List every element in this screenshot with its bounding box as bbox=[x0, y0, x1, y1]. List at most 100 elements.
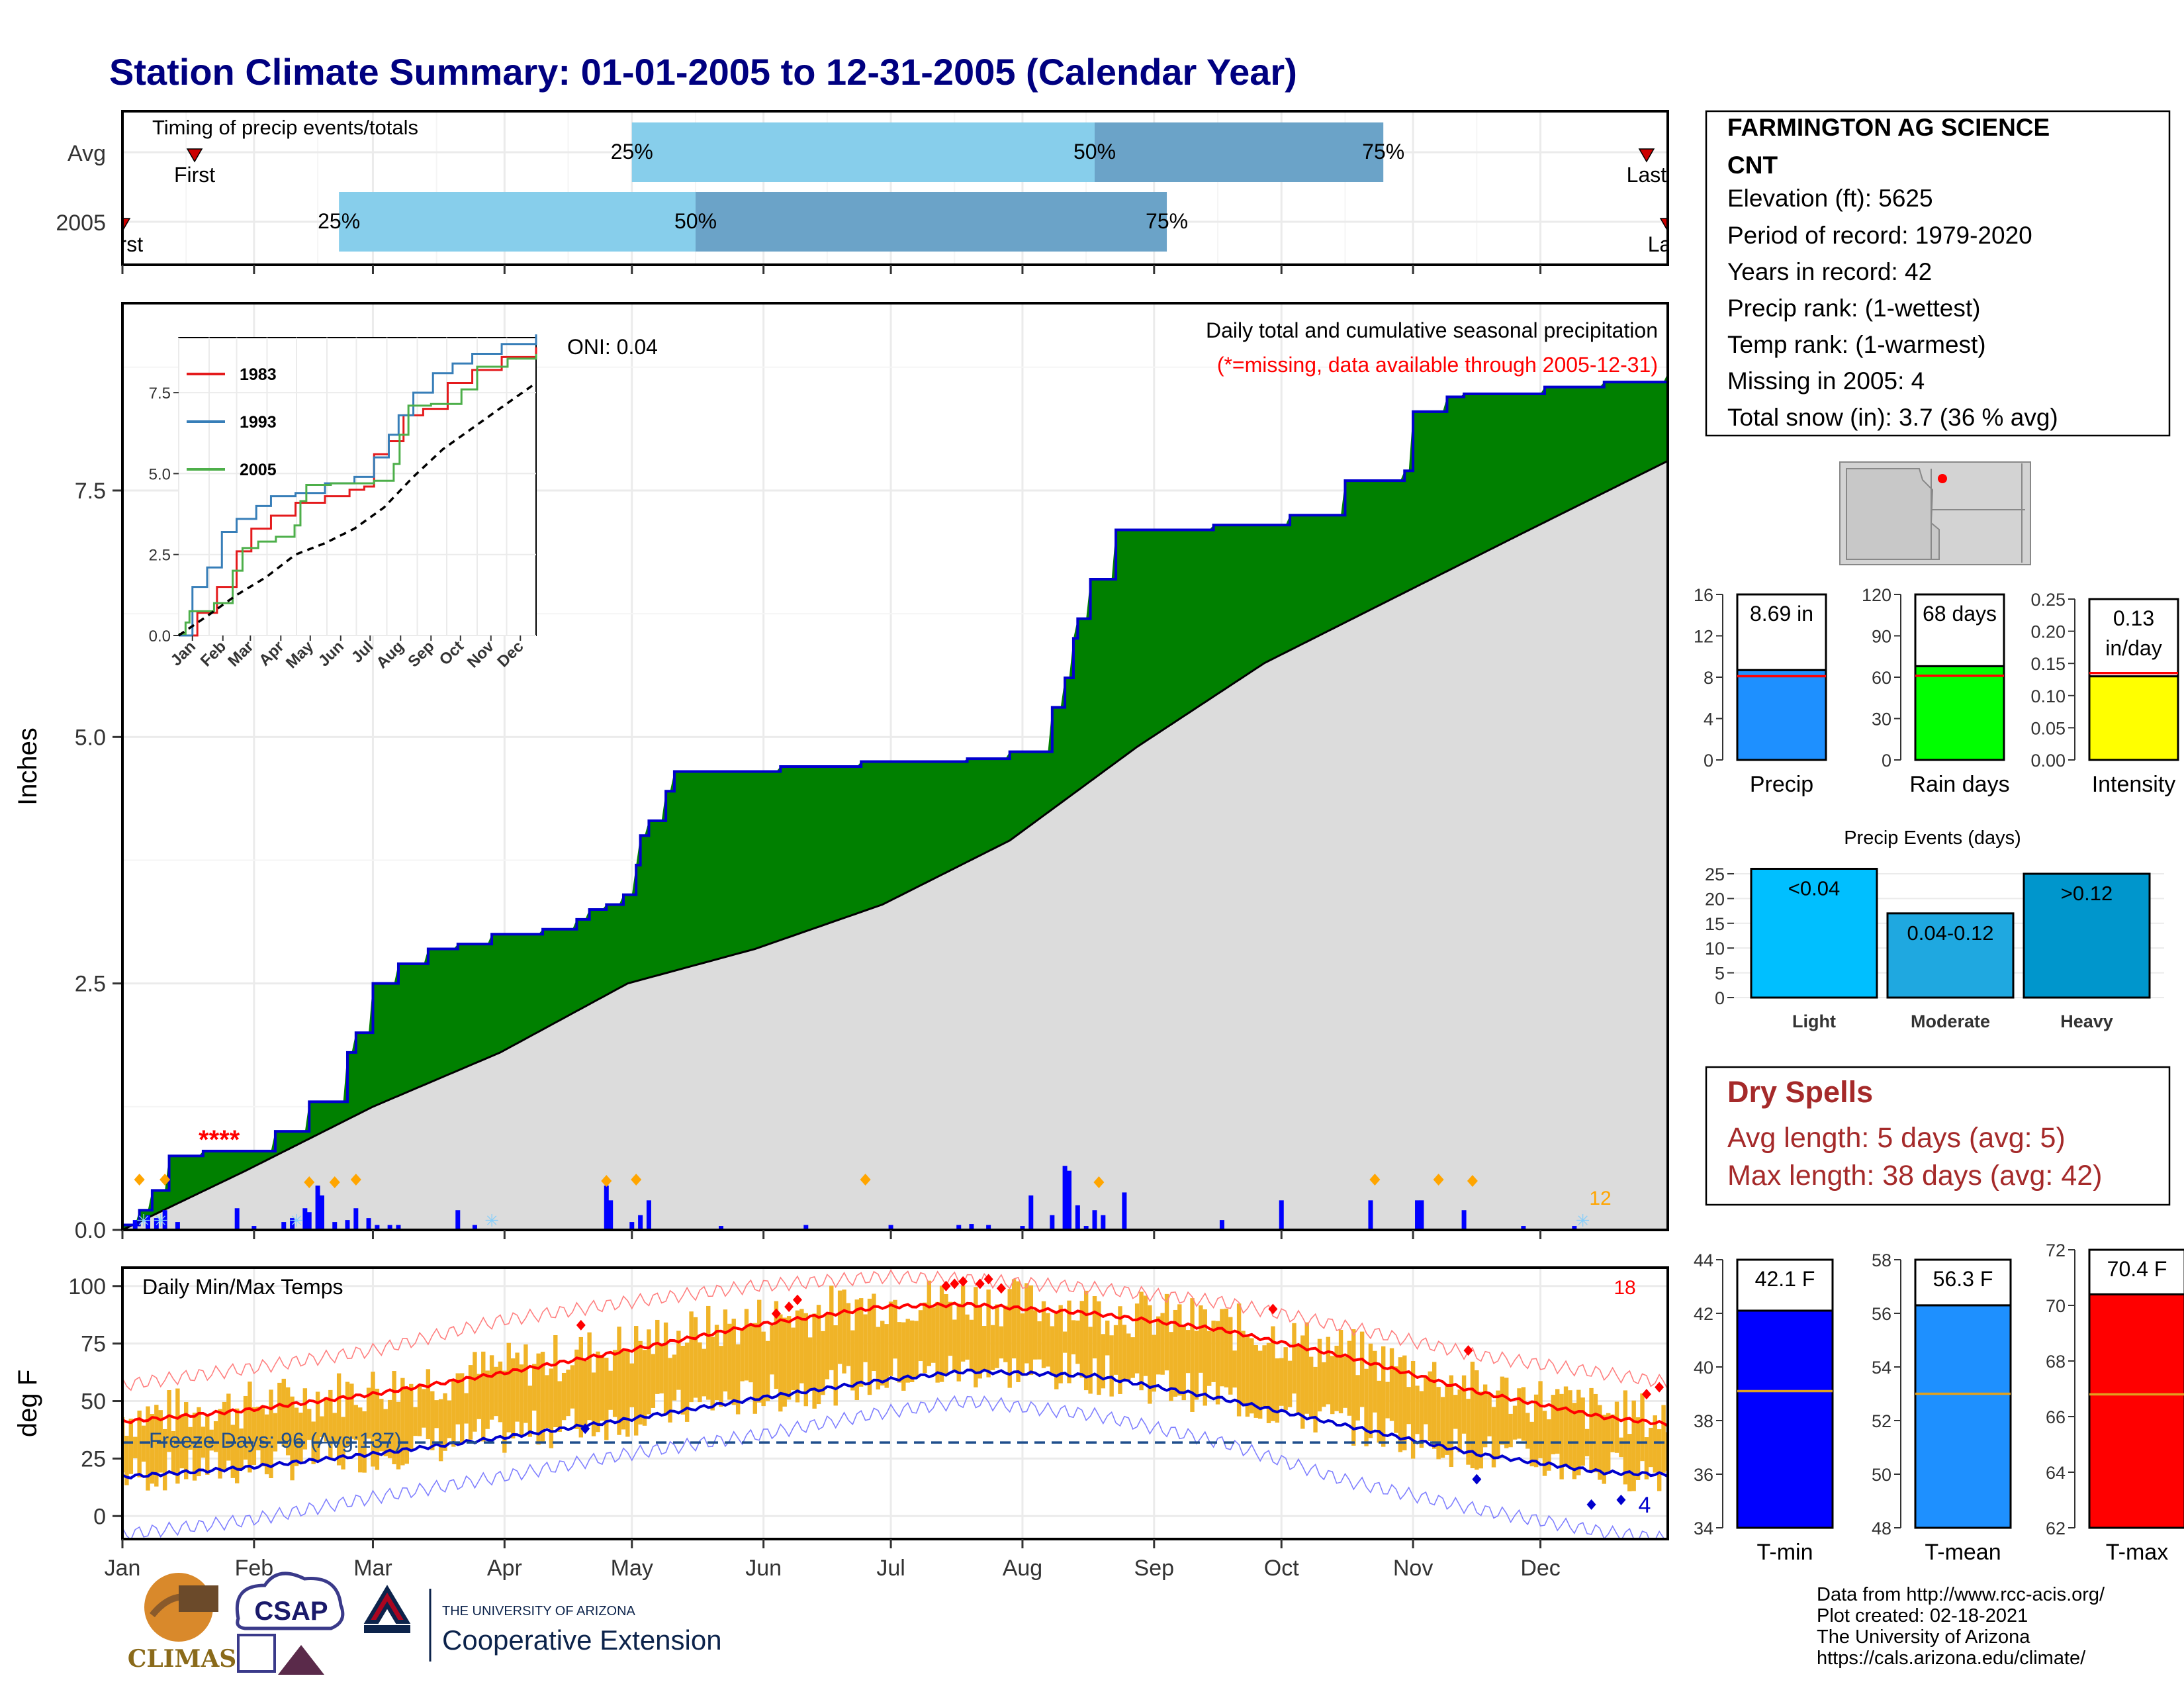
temp-daily-bar bbox=[383, 1409, 388, 1456]
month-label: Dec bbox=[1520, 1556, 1560, 1581]
timing-bar-q3 bbox=[696, 192, 1167, 252]
mini-ytick-label: 62 bbox=[2046, 1519, 2066, 1538]
mini-ytick-label: 90 bbox=[1872, 627, 1891, 647]
temp-daily-bar bbox=[417, 1383, 422, 1436]
temp-daily-bar bbox=[1007, 1289, 1012, 1388]
events-range-label: >0.12 bbox=[2061, 882, 2113, 905]
temp-daily-bar bbox=[1512, 1405, 1518, 1440]
temp-daily-bar bbox=[345, 1382, 350, 1447]
precip-daily-bar bbox=[1415, 1200, 1420, 1230]
temp-daily-bar bbox=[956, 1303, 961, 1382]
month-label: Mar bbox=[353, 1556, 392, 1581]
tmax-average-line bbox=[122, 1301, 1668, 1427]
temp-daily-bar bbox=[1406, 1387, 1411, 1425]
csap-wordmark: CSAP bbox=[254, 1597, 328, 1626]
temp-daily-bar bbox=[243, 1395, 248, 1460]
snow-day-marker bbox=[329, 1176, 340, 1188]
tmin-average-line bbox=[122, 1368, 1668, 1479]
temp-daily-bar bbox=[523, 1344, 528, 1423]
mini-value-label-2: in/day bbox=[2105, 636, 2161, 660]
month-axis: Jan Feb Mar Apr May Jun Jul Aug Sep Oct Nov Dec bbox=[105, 265, 1561, 1581]
temp-daily-bar bbox=[481, 1351, 486, 1442]
temp-daily-bar bbox=[1338, 1330, 1343, 1414]
temp-daily-bar bbox=[1134, 1303, 1140, 1374]
inset-series-line bbox=[179, 347, 537, 637]
temp-daily-bar bbox=[1580, 1397, 1585, 1466]
temp-daily-bar bbox=[1377, 1380, 1381, 1443]
temp-daily-bar bbox=[1058, 1305, 1063, 1383]
temp-daily-bar bbox=[1266, 1342, 1271, 1423]
timing-pct-label: 25% bbox=[611, 140, 653, 164]
temp-daily-bar bbox=[1614, 1401, 1619, 1453]
temp-daily-bar bbox=[422, 1389, 426, 1428]
temp-daily-bar bbox=[825, 1313, 830, 1380]
temp-daily-bar bbox=[1542, 1411, 1547, 1476]
timing-first-label: First bbox=[102, 232, 143, 256]
temp-daily-bar bbox=[269, 1389, 273, 1479]
precip-ytick-label: 7.5 bbox=[75, 479, 106, 504]
temp-daily-bar bbox=[1190, 1298, 1195, 1412]
temp-daily-bar bbox=[396, 1401, 401, 1470]
temp-daily-bar bbox=[1304, 1322, 1309, 1414]
events-bar bbox=[2023, 872, 2151, 999]
mini-value-box bbox=[1736, 1258, 1834, 1312]
precip-daily-bar bbox=[1028, 1195, 1034, 1230]
climas-block-icon bbox=[179, 1585, 218, 1612]
timing-last-label: Last bbox=[1648, 232, 1688, 256]
temp-daily-bar bbox=[209, 1429, 214, 1451]
station-precip-rank: Precip rank: (1-wettest) bbox=[1727, 295, 1980, 322]
timing-row-label-year: 2005 bbox=[56, 211, 106, 236]
precip-daily-bar bbox=[1067, 1170, 1072, 1230]
temp-daily-bar bbox=[1504, 1378, 1509, 1448]
month-label: May bbox=[611, 1556, 653, 1581]
temp-daily-bar bbox=[612, 1350, 617, 1417]
temp-daily-bar bbox=[154, 1405, 159, 1487]
events-category-label: Moderate bbox=[1911, 1011, 1990, 1031]
temp-daily-bar bbox=[1593, 1393, 1598, 1473]
temp-daily-bar bbox=[1211, 1321, 1216, 1382]
temp-daily-bar bbox=[1330, 1356, 1335, 1415]
climas-wordmark: CLIMAS bbox=[128, 1645, 237, 1673]
precip-daily-bar bbox=[375, 1225, 380, 1230]
record-high-marker bbox=[576, 1319, 586, 1331]
temp-daily-bar bbox=[867, 1298, 872, 1395]
credit-line1: Data from http://www.rcc-acis.org/ bbox=[1817, 1584, 2105, 1605]
temp-daily-bar bbox=[1024, 1283, 1029, 1364]
station-years: Years in record: 42 bbox=[1727, 258, 1932, 285]
temp-daily-bar bbox=[786, 1316, 792, 1400]
precip-daily-bar bbox=[803, 1225, 809, 1230]
temp-daily-bar bbox=[506, 1342, 511, 1432]
snowflake-icon: ✳ bbox=[1576, 1211, 1590, 1231]
temp-daily-bar bbox=[816, 1305, 821, 1405]
snow-day-count: 12 bbox=[1589, 1188, 1611, 1209]
temp-daily-bar bbox=[1271, 1326, 1275, 1421]
temp-content bbox=[122, 1269, 1668, 1539]
temp-daily-bar bbox=[549, 1368, 554, 1448]
events-content: 0 5 10 15 20 25 <0.04 Light 0.04-0.12 Moderate >0.… bbox=[1705, 864, 2164, 1031]
temp-daily-bar bbox=[1101, 1334, 1106, 1389]
temp-daily-bar bbox=[1644, 1437, 1649, 1479]
ua-big-text: Cooperative Extension bbox=[442, 1624, 722, 1656]
temp-daily-bar bbox=[1236, 1303, 1242, 1417]
temp-daily-bar bbox=[1631, 1400, 1636, 1491]
timing-first-marker bbox=[122, 218, 131, 232]
temp-daily-bar bbox=[302, 1388, 308, 1450]
temp-daily-bar bbox=[591, 1372, 596, 1436]
temp-daily-bar bbox=[1555, 1389, 1560, 1454]
temp-daily-bar bbox=[1279, 1358, 1284, 1406]
temp-daily-bar bbox=[978, 1305, 982, 1379]
inset-series-line bbox=[179, 334, 537, 637]
precip-daily-bar bbox=[366, 1218, 371, 1230]
page-title: Station Climate Summary: 01-01-2005 to 1… bbox=[109, 51, 1297, 93]
temp-daily-bar bbox=[281, 1378, 286, 1447]
events-category-label: Heavy bbox=[2060, 1011, 2113, 1031]
timing-subtitle: Timing of precip events/totals bbox=[152, 116, 418, 139]
temp-daily-bar bbox=[663, 1322, 668, 1415]
temp-daily-bar bbox=[1275, 1358, 1280, 1423]
temp-daily-bar bbox=[324, 1397, 329, 1442]
record-high-marker bbox=[1463, 1345, 1473, 1356]
temp-daily-bar bbox=[974, 1287, 978, 1387]
precip-daily-bar bbox=[1075, 1205, 1080, 1230]
temp-daily-bar bbox=[1479, 1391, 1483, 1469]
